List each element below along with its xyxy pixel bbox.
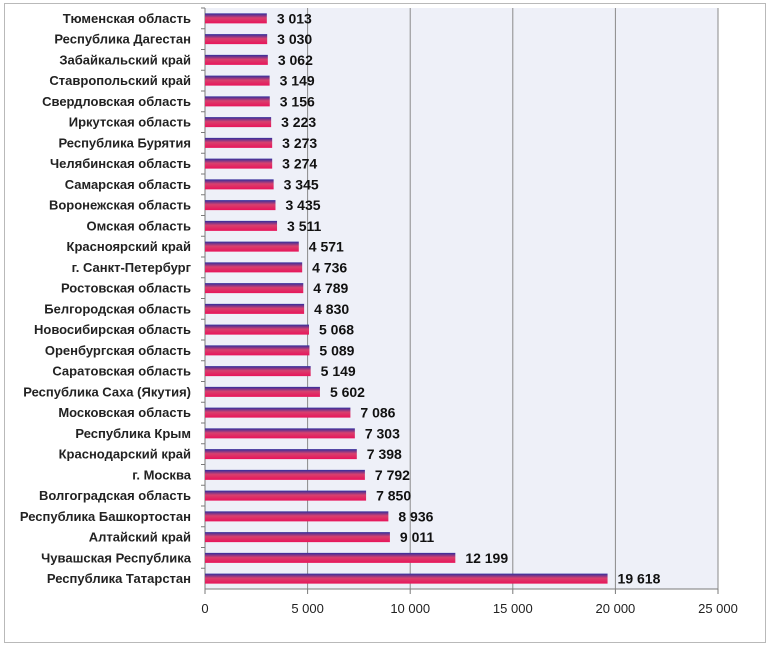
value-label: 5 068 [319,322,354,338]
x-tick-label: 25 000 [698,601,738,616]
bar [205,137,273,148]
bar [205,511,389,522]
value-label: 3 013 [277,10,312,26]
value-label: 9 011 [400,529,434,545]
bar [205,200,276,211]
value-label: 3 511 [287,218,321,234]
x-tick-label: 5 000 [291,601,324,616]
category-label: Республика Крым [75,426,191,441]
category-label: Саратовская область [52,364,191,379]
category-label: Алтайский край [89,530,191,545]
value-label: 7 850 [376,488,411,504]
value-label: 4 571 [309,239,344,255]
bar [205,552,456,563]
value-label: 3 273 [282,135,317,151]
category-label: Республика Татарстан [47,571,191,586]
bar [205,303,305,314]
bar [205,13,267,24]
value-label: 4 736 [312,259,347,275]
bar [205,345,310,356]
category-label: Свердловская область [42,94,191,109]
value-label: 5 149 [321,363,356,379]
value-label: 3 223 [281,114,316,130]
value-label: 7 792 [375,467,410,483]
value-label: 7 398 [367,446,402,462]
bar [205,573,608,584]
value-label: 7 086 [360,405,395,421]
bar [205,262,303,273]
bar [205,386,320,397]
value-label: 12 199 [465,550,508,566]
value-label: 19 618 [618,571,661,587]
category-label: Республика Дагестан [54,32,191,47]
category-label: Республика Бурятия [58,135,191,150]
category-label: Республика Башкортостан [20,509,191,524]
category-label: Оренбургская область [45,343,191,358]
bar [205,469,365,480]
category-label: Республика Саха (Якутия) [23,384,191,399]
bar [205,34,268,45]
category-label: Ростовская область [61,281,191,296]
bar [205,324,309,335]
bar [205,158,273,169]
category-label: Волгоградская область [39,488,191,503]
bar [205,96,270,107]
bar [205,220,278,231]
bar [205,407,351,418]
value-label: 3 156 [280,93,315,109]
bar [205,179,274,190]
bar [205,54,268,65]
value-label: 5 089 [319,342,354,358]
category-label: Белгородская область [44,301,191,316]
category-label: Челябинская область [50,156,191,171]
bar [205,117,272,128]
value-label: 3 030 [277,31,312,47]
bar [205,449,357,460]
x-tick-label: 20 000 [596,601,636,616]
bar [205,75,270,86]
x-tick-label: 0 [201,601,208,616]
value-label: 3 149 [280,73,315,89]
value-label: 3 345 [284,176,319,192]
bar [205,241,299,252]
category-label: Московская область [58,405,191,420]
value-label: 7 303 [365,425,400,441]
category-label: Воронежская область [49,198,191,213]
category-label: Ставропольский край [49,73,191,88]
category-label: Иркутская область [69,115,191,130]
category-label: Самарская область [65,177,191,192]
category-label: Забайкальский край [59,52,191,67]
category-label: Краснодарский край [59,447,191,462]
category-label: Красноярский край [67,239,191,254]
x-tick-label: 10 000 [390,601,430,616]
category-label: Тюменская область [63,11,191,26]
value-label: 3 435 [285,197,320,213]
value-label: 4 789 [313,280,348,296]
value-label: 3 274 [282,156,317,172]
bar [205,283,304,294]
value-label: 3 062 [278,52,313,68]
value-label: 8 936 [398,508,433,524]
bar [205,428,355,439]
value-label: 5 602 [330,384,365,400]
bar [205,532,390,543]
category-label: Новосибирская область [34,322,191,337]
bar [205,490,367,501]
category-label: г. Санкт-Петербург [72,260,192,275]
category-label: г. Москва [132,467,191,482]
category-label: Чувашская Республика [41,550,192,565]
category-label: Омская область [87,218,191,233]
value-label: 4 830 [314,301,349,317]
x-tick-label: 15 000 [493,601,533,616]
bar [205,366,311,377]
